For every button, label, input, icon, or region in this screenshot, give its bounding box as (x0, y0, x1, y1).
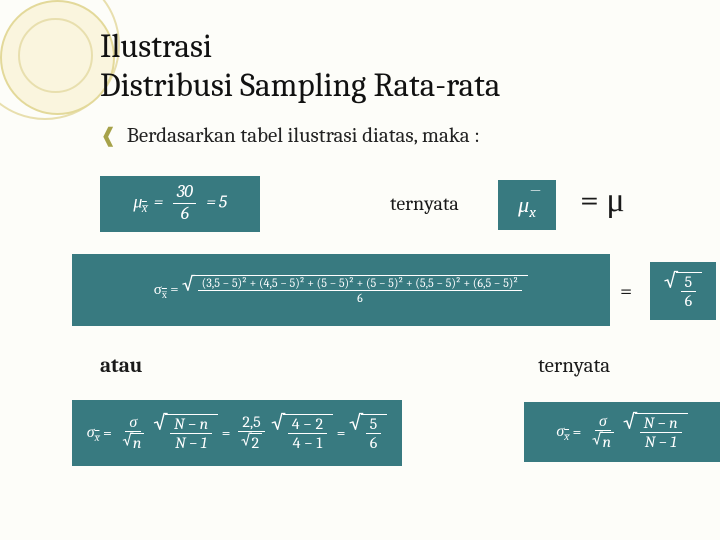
label-ternyata-2: ternyata (538, 354, 610, 378)
bullet-line: ❰ Berdasarkan tabel ilustrasi diatas, ma… (100, 124, 678, 148)
formula-mu-xbar-symbol: μ—x (498, 180, 556, 230)
bullet-icon: ❰ (100, 126, 117, 146)
row-sigma-long: σx̅ = √ (3,5 − 5)² + (4,5 − 5)² + (5 − 5… (100, 254, 678, 336)
row-sigma-formula: σx̅ = σ √n √ N − nN − 1 = 2,5 √2 √ 4 − 2 (100, 400, 678, 478)
formula-sigma-expanded: σx̅ = √ (3,5 − 5)² + (4,5 − 5)² + (5 − 5… (72, 254, 610, 326)
equals-sign-1: = (620, 278, 632, 304)
equals-mu: = μ (580, 180, 625, 220)
title-line-2: Distribusi Sampling Rata-rata (100, 67, 500, 105)
slide: Ilustrasi Distribusi Sampling Rata-rata … (0, 0, 720, 540)
formula-sigma-result: √ 56 (650, 262, 716, 320)
row-mean: μx̅ = 306 = 5 ternyata μ—x = μ (100, 170, 678, 242)
label-ternyata-1: ternyata (390, 192, 459, 215)
slide-title: Ilustrasi Distribusi Sampling Rata-rata (100, 28, 678, 106)
title-line-1: Ilustrasi (100, 28, 212, 66)
row-atau: atau ternyata (100, 350, 678, 390)
formula-mean-xbar: μx̅ = 306 = 5 (100, 176, 260, 232)
formula-sigma-identity: σx̅ = σ √n √ N − nN − 1 (524, 402, 720, 462)
label-atau: atau (100, 354, 142, 378)
formula-sigma-general: σx̅ = σ √n √ N − nN − 1 = 2,5 √2 √ 4 − 2 (72, 400, 402, 466)
bullet-text: Berdasarkan tabel ilustrasi diatas, maka… (127, 124, 480, 148)
